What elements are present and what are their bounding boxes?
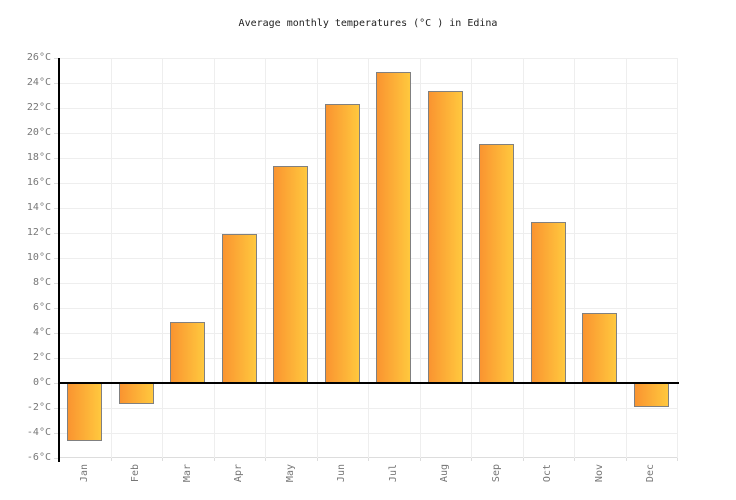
x-axis-tick [110,458,112,461]
bar-oct [530,221,566,383]
y-axis-tick [54,133,59,134]
bar-sep [479,144,515,383]
y-axis-tick-label: 12°C [26,227,51,238]
vertical-gridline [368,58,369,458]
x-axis-tick [625,458,627,461]
y-axis-tick [54,108,59,109]
zero-baseline [59,382,679,384]
x-axis-label-jan: Jan [78,464,90,483]
x-axis-tick [213,458,215,461]
x-axis-label-aug: Aug [439,464,451,483]
x-axis-label-may: May [284,464,296,483]
y-axis-tick-label: -2°C [26,402,51,413]
vertical-gridline [213,58,215,458]
y-axis-tick [54,258,59,259]
x-axis-tick [677,458,678,461]
y-axis-tick-label: 14°C [26,202,51,213]
x-axis-label-feb: Feb [130,464,142,483]
y-axis-tick-label: 4°C [32,327,51,338]
x-axis-label-mar: Mar [181,464,193,483]
x-axis-tick [522,458,524,461]
x-axis-label-apr: Apr [233,464,245,483]
y-axis-tick [54,233,59,234]
y-axis-tick [54,158,59,159]
vertical-gridline [110,58,112,458]
x-axis-label-jul: Jul [387,464,399,483]
bar-aug [427,90,463,383]
vertical-gridline [471,58,472,458]
x-axis-tick [471,458,472,461]
vertical-gridline [574,58,575,458]
plot-area: Jan Feb Mar Apr May Jun Jul Aug Sep Oct Nov Dec [54,58,679,482]
x-axis-label-jun: Jun [336,464,348,483]
chart-title: Average monthly temperatures (°C ) in Ed… [238,18,498,29]
y-axis-tick [54,408,59,409]
y-axis-tick-label: 24°C [26,77,51,88]
y-axis-line [58,58,60,462]
y-axis-tick [54,183,59,184]
x-axis-label-nov: Nov [593,464,605,483]
y-axis-tick-label: 0°C [32,377,51,388]
x-axis-label-oct: Oct [542,464,554,483]
x-axis-tick [368,458,369,461]
bar-dec [633,383,669,407]
y-axis-tick [54,333,59,334]
y-axis-tick [54,308,59,309]
bar-jan [67,383,103,441]
x-axis-label-dec: Dec [645,464,657,483]
y-axis-labels: 26°C 24°C 22°C 20°C 18°C 16°C 14°C 12°C 10°C 8°C 6… [0,52,55,463]
bar-may [273,165,309,383]
y-axis-tick-label: 10°C [26,252,51,263]
bar-mar [170,321,206,383]
x-axis-tick [419,458,421,461]
bar-feb [118,383,154,405]
vertical-gridline [265,58,266,458]
bar-jun [324,104,360,383]
y-axis-tick [54,283,59,284]
x-axis-tick [316,458,318,461]
y-axis-tick [54,208,59,209]
x-axis-tick [574,458,575,461]
bar-nov [582,313,618,383]
vertical-gridline [162,58,163,458]
vertical-gridline [419,58,421,458]
y-axis-tick [54,458,59,459]
vertical-gridline [316,58,318,458]
y-axis-tick-label: 16°C [26,177,51,188]
y-axis-tick [54,383,59,384]
x-axis-label-sep: Sep [490,464,502,483]
y-axis-tick [54,58,59,59]
y-axis-tick [54,83,59,84]
vertical-gridline [677,58,678,458]
y-axis-tick [54,433,59,434]
y-axis-tick-label: 20°C [26,127,51,138]
bar-apr [221,234,257,383]
vertical-gridline [625,58,627,458]
y-axis-tick-label: 8°C [32,277,51,288]
y-axis-tick-label: -4°C [26,427,51,438]
vertical-gridline [522,58,524,458]
bar-jul [376,71,412,383]
x-axis-tick [265,458,266,461]
y-axis-tick-label: 18°C [26,152,51,163]
y-axis-tick-label: 22°C [26,102,51,113]
y-axis-tick [54,358,59,359]
y-axis-tick-label: -6°C [26,452,51,463]
y-axis-tick-label: 2°C [32,352,51,363]
y-axis-tick-label: 26°C [26,52,51,63]
y-axis-tick-label: 6°C [32,302,51,313]
x-axis-tick [162,458,163,461]
